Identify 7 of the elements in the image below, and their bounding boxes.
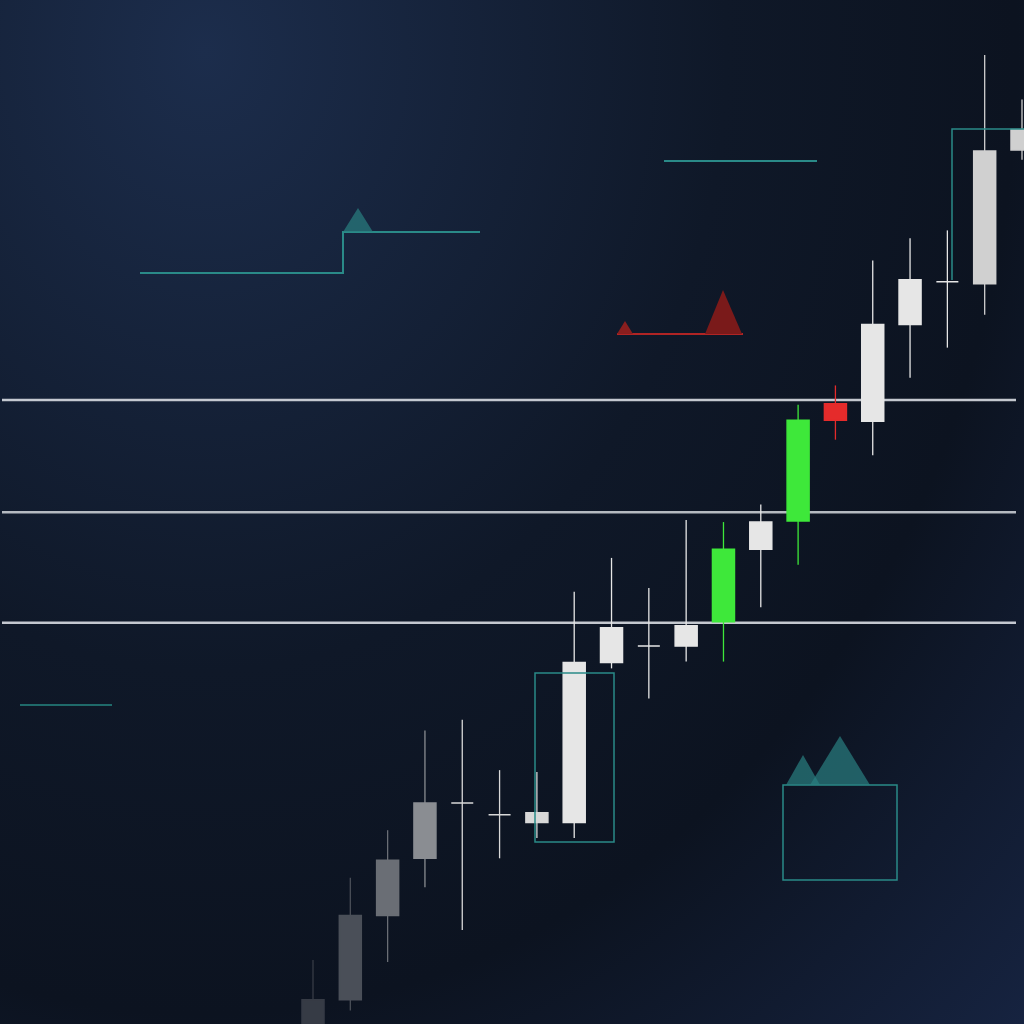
candlestick bbox=[935, 229, 960, 349]
candlestick bbox=[637, 587, 661, 700]
candlestick bbox=[525, 771, 549, 839]
candlestick bbox=[450, 719, 475, 931]
candlestick bbox=[823, 384, 848, 441]
candlestick bbox=[674, 519, 698, 663]
candlestick bbox=[487, 769, 512, 859]
